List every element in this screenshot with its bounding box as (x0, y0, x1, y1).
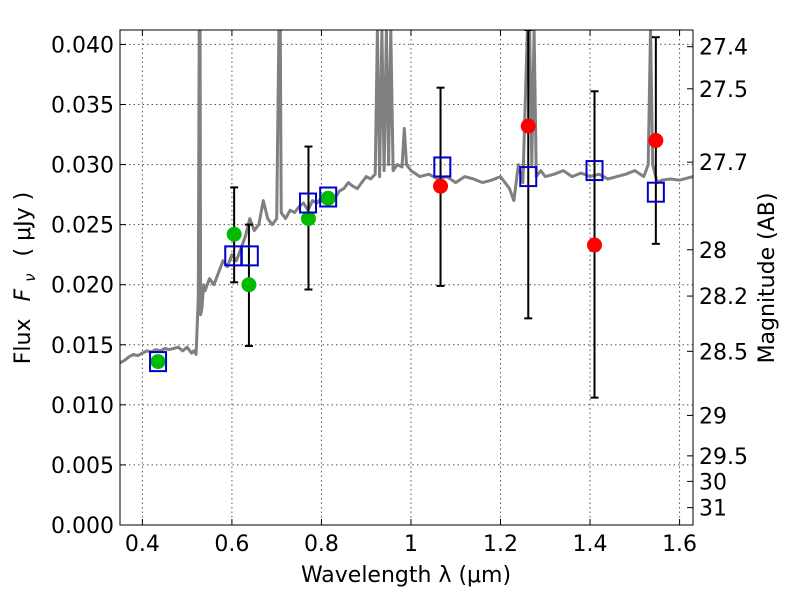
y-axis-label-text: Flux (11, 318, 36, 364)
observed-point-red (433, 178, 449, 194)
mag-tick-label: 27.5 (699, 78, 748, 103)
mag-tick-label: 27.7 (699, 151, 748, 176)
observed-point-green (300, 211, 316, 227)
plot-frame (119, 29, 694, 526)
model-square (240, 245, 259, 267)
mag-tick-label: 31 (699, 497, 727, 522)
observed-point-red (648, 133, 664, 149)
x-tick-label: 0.8 (304, 532, 339, 557)
model-square (299, 192, 318, 214)
y-tick-label: 0.015 (51, 334, 114, 359)
observed-point-green (241, 277, 257, 293)
x-tick-label: 1.2 (483, 532, 518, 557)
model-square (585, 160, 604, 182)
x-tick-label: 0.6 (214, 532, 249, 557)
x-axis-label: Wavelength λ (μm) (301, 563, 511, 588)
x-tick-label: 1.6 (662, 532, 697, 557)
y-tick-label: 0.000 (51, 514, 114, 539)
y-axis-label-units: ( μJy ) (11, 192, 36, 257)
y2-axis-label: Magnitude (AB) (755, 193, 780, 364)
y-axis-label: Flux F ν ( μJy ) (11, 192, 41, 364)
y-tick-label: 0.030 (51, 154, 114, 179)
y-axis-label-sub: ν (21, 273, 39, 281)
sed-template-line (120, 30, 693, 365)
mag-tick-label: 27.4 (699, 36, 748, 61)
svg-text:Flux F ν ( μ: Flux F ν ( μJy ) (11, 192, 41, 364)
tick-layer: 0.4 0.6 0.8 1 1.2 1.4 1.6 0.000 0.005 0.010 0.015 0… (51, 30, 748, 557)
mag-tick-label: 28.2 (699, 285, 748, 310)
model-square (646, 181, 665, 203)
model-square (519, 166, 538, 188)
x-tick-label: 1.4 (573, 532, 608, 557)
marker-layer (149, 118, 665, 373)
x-tick-label: 1 (404, 532, 418, 557)
observed-point-red (587, 237, 603, 253)
mag-tick-label: 30 (699, 470, 727, 495)
y-tick-label: 0.025 (51, 214, 114, 239)
mag-tick-label: 28 (699, 239, 727, 264)
model-square (149, 351, 168, 373)
model-square (319, 186, 338, 208)
y-tick-label: 0.020 (51, 274, 114, 299)
mag-tick-label: 28.5 (699, 340, 748, 365)
observed-point-green (150, 354, 166, 370)
mag-tick-label: 29 (699, 404, 727, 429)
y-tick-label: 0.005 (51, 454, 114, 479)
x-tick-label: 0.4 (125, 532, 160, 557)
grid (120, 30, 693, 526)
observed-point-green (226, 226, 242, 242)
y-tick-label: 0.010 (51, 394, 114, 419)
mag-tick-label: 29.5 (699, 445, 748, 470)
sed-template-layer (120, 30, 693, 365)
observed-point-red (520, 118, 536, 134)
y-axis-label-symbol: F (11, 288, 36, 301)
model-square (433, 156, 452, 178)
y-tick-label: 0.040 (51, 33, 114, 58)
observed-point-green (320, 190, 336, 206)
y-tick-label: 0.035 (51, 93, 114, 118)
